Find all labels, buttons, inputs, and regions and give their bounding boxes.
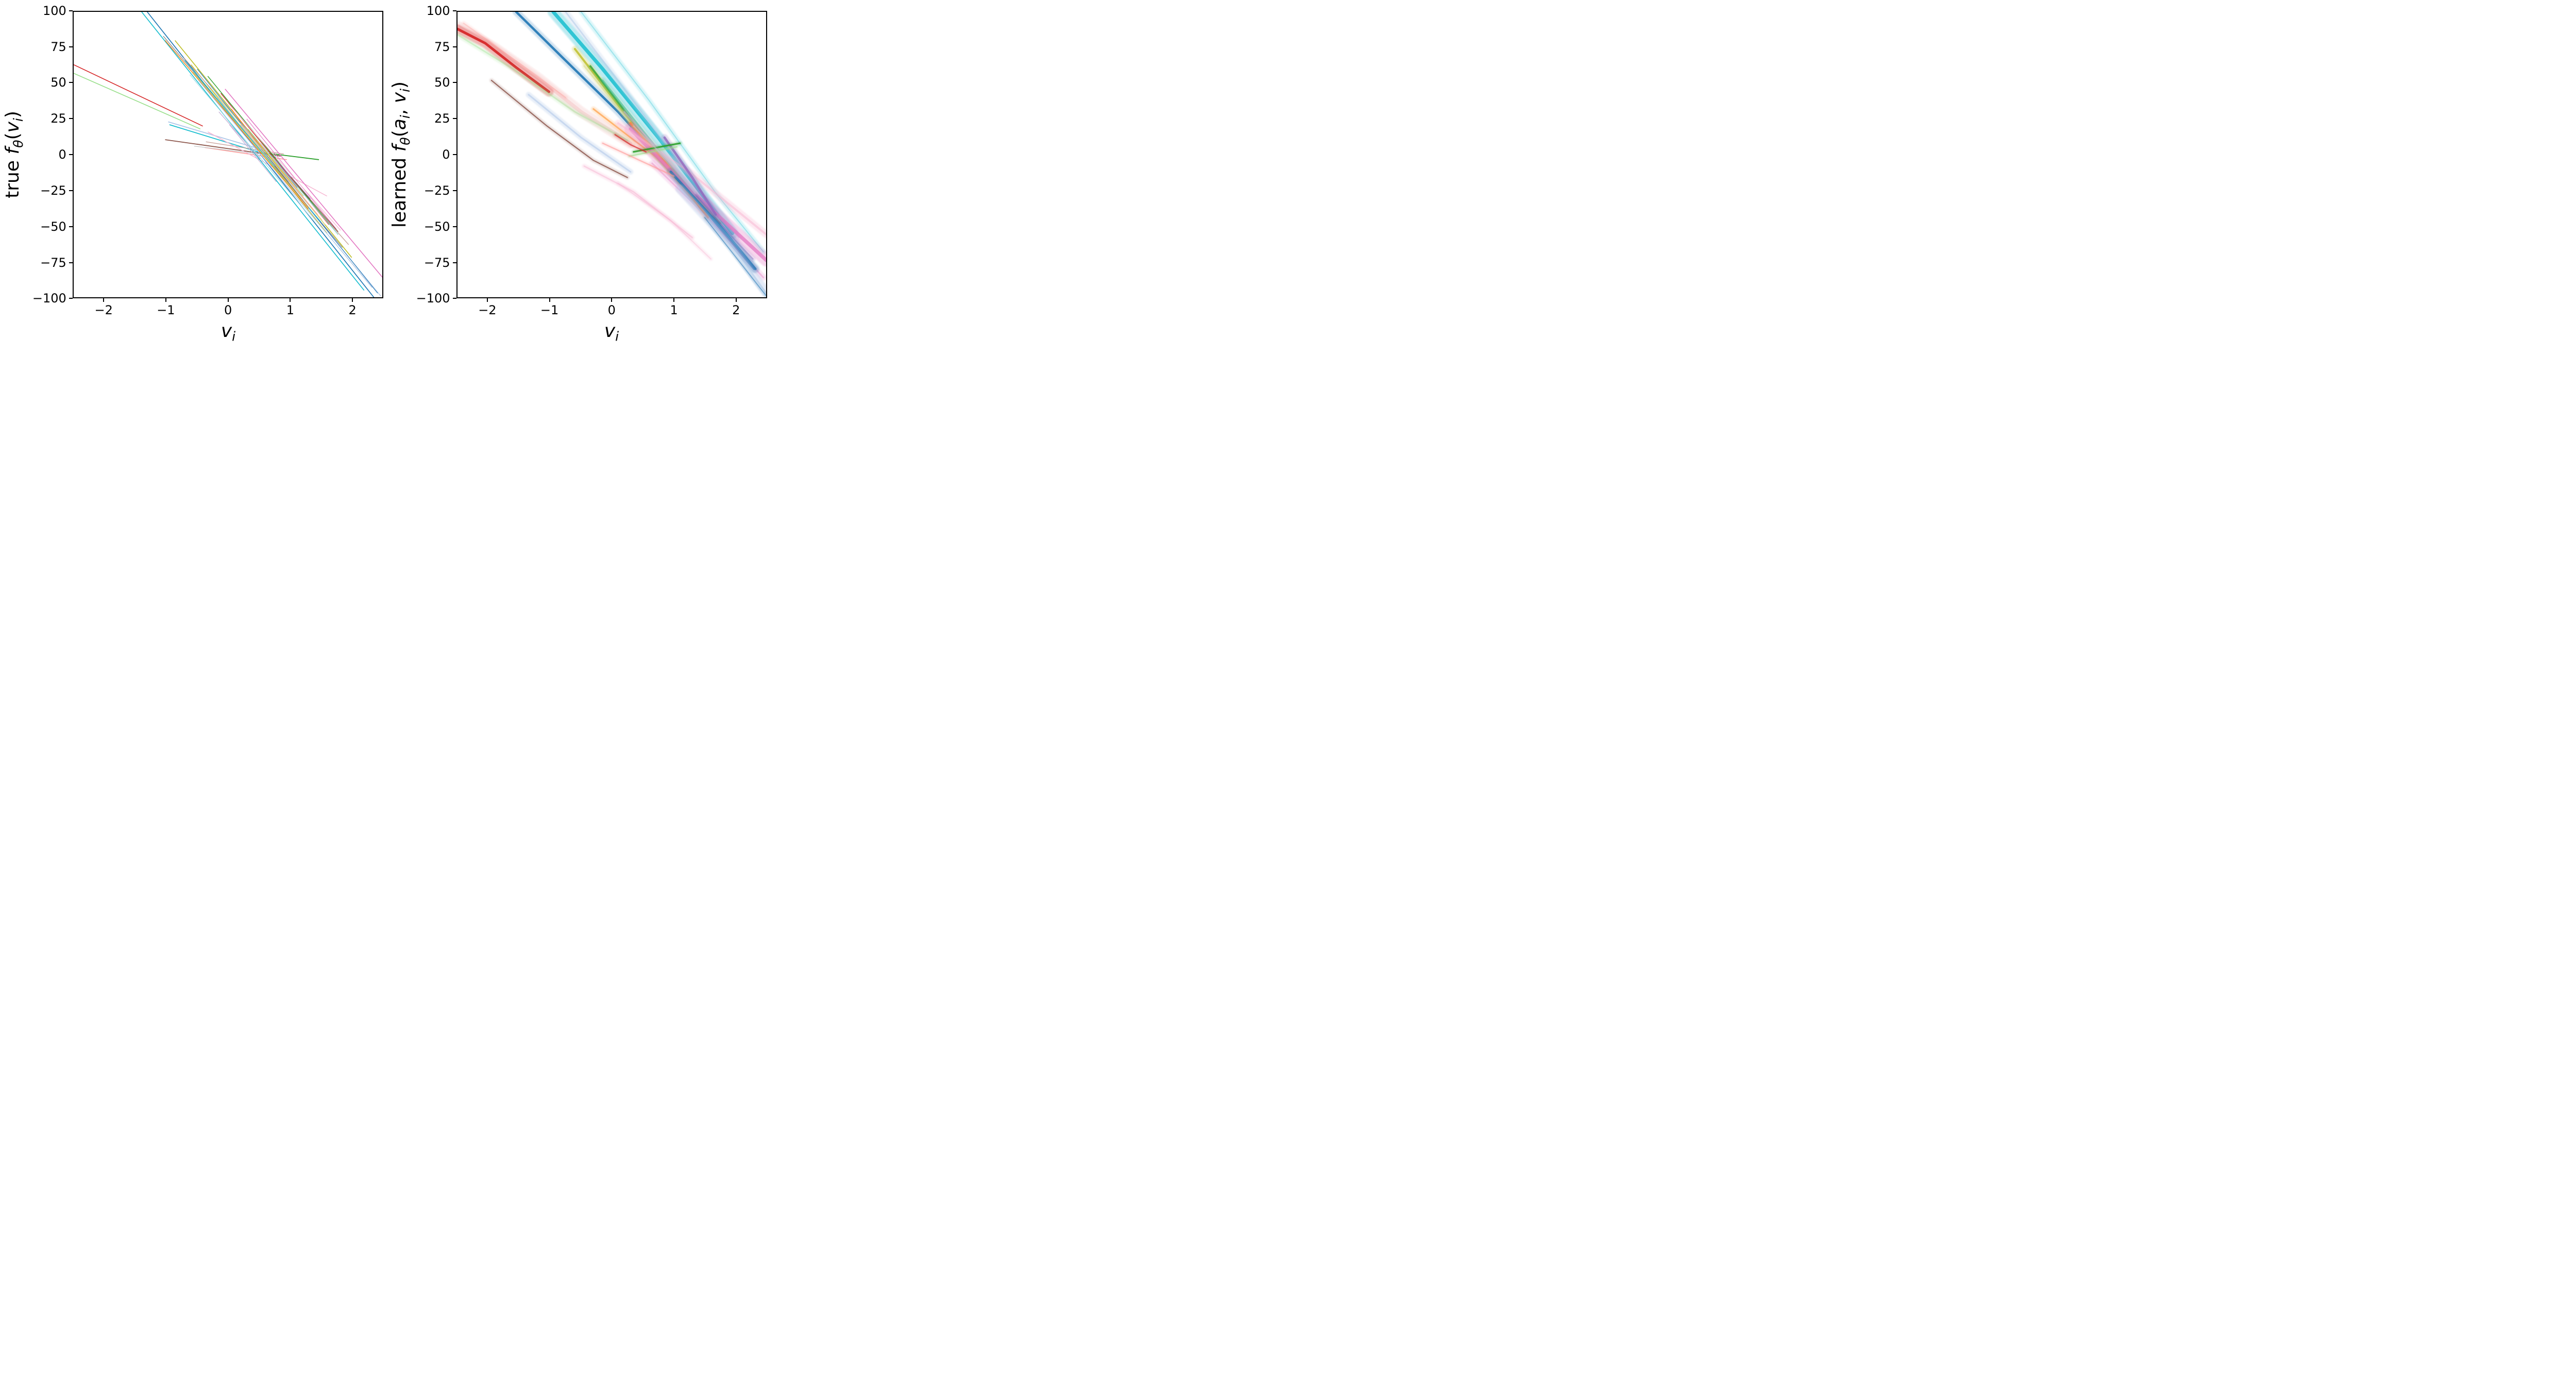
left-plot-area (72, 10, 384, 299)
right-ytick-mark (452, 10, 456, 11)
left-ytick-label: 0 (58, 147, 66, 162)
right-xtick-mark (486, 298, 488, 302)
left-ytick-mark (69, 298, 73, 299)
left-ytick-label: −75 (40, 255, 66, 270)
left-xtick-label: 0 (224, 303, 232, 318)
left-xtick-label: 2 (348, 303, 357, 318)
right-xtick-mark (673, 298, 675, 302)
left-ytick-label: 75 (50, 39, 66, 54)
right-ytick-label: 75 (434, 39, 450, 54)
left-x-axis-label: vi (221, 320, 236, 344)
right-xtick-label: −2 (478, 303, 497, 318)
right-xtick-label: 0 (607, 303, 616, 318)
left-xtick-label: −1 (157, 303, 175, 318)
right-xtick-mark (735, 298, 737, 302)
left-xtick-mark (165, 298, 166, 302)
right-ytick-mark (452, 262, 456, 263)
right-ytick-mark (452, 190, 456, 191)
right-ytick-label: 100 (426, 3, 450, 18)
left-ytick-label: 25 (50, 111, 66, 126)
right-ytick-label: −25 (423, 183, 450, 198)
figure-canvas: true fθ(vi) learned fθ(ai, vi) vi vi −2−… (0, 0, 773, 348)
left-ytick-label: −25 (40, 183, 66, 198)
right-ytick-mark (452, 118, 456, 120)
right-plot-area (456, 10, 768, 299)
left-ytick-mark (69, 46, 73, 47)
left-ytick-label: 100 (42, 3, 66, 18)
left-xtick-label: −2 (94, 303, 113, 318)
right-xtick-label: −1 (540, 303, 559, 318)
left-ytick-mark (69, 154, 73, 156)
left-ytick-mark (69, 82, 73, 83)
right-ytick-mark (452, 46, 456, 47)
left-ytick-mark (69, 10, 73, 11)
left-xtick-mark (352, 298, 353, 302)
left-ytick-label: −50 (40, 219, 66, 234)
left-ytick-label: 50 (50, 75, 66, 90)
right-plot-lines (457, 11, 767, 298)
left-plot-lines (73, 11, 383, 298)
right-ytick-mark (452, 298, 456, 299)
right-xtick-mark (611, 298, 613, 302)
right-x-axis-label: vi (604, 320, 619, 344)
right-ytick-label: 0 (442, 147, 450, 162)
right-ytick-label: −50 (423, 219, 450, 234)
right-ytick-label: 50 (434, 75, 450, 90)
left-ytick-label: −100 (32, 291, 66, 306)
left-ytick-mark (69, 190, 73, 191)
right-ytick-label: 25 (434, 111, 450, 126)
right-ytick-label: −100 (416, 291, 450, 306)
right-xtick-label: 1 (670, 303, 678, 318)
left-ytick-mark (69, 226, 73, 227)
left-xtick-mark (290, 298, 291, 302)
left-xtick-label: 1 (286, 303, 295, 318)
right-ytick-mark (452, 82, 456, 83)
right-ytick-mark (452, 226, 456, 227)
right-ytick-label: −75 (423, 255, 450, 270)
right-ytick-mark (452, 154, 456, 156)
left-xtick-mark (103, 298, 105, 302)
left-xtick-mark (227, 298, 229, 302)
right-xtick-mark (549, 298, 550, 302)
left-ytick-mark (69, 262, 73, 263)
left-ytick-mark (69, 118, 73, 120)
right-xtick-label: 2 (732, 303, 740, 318)
